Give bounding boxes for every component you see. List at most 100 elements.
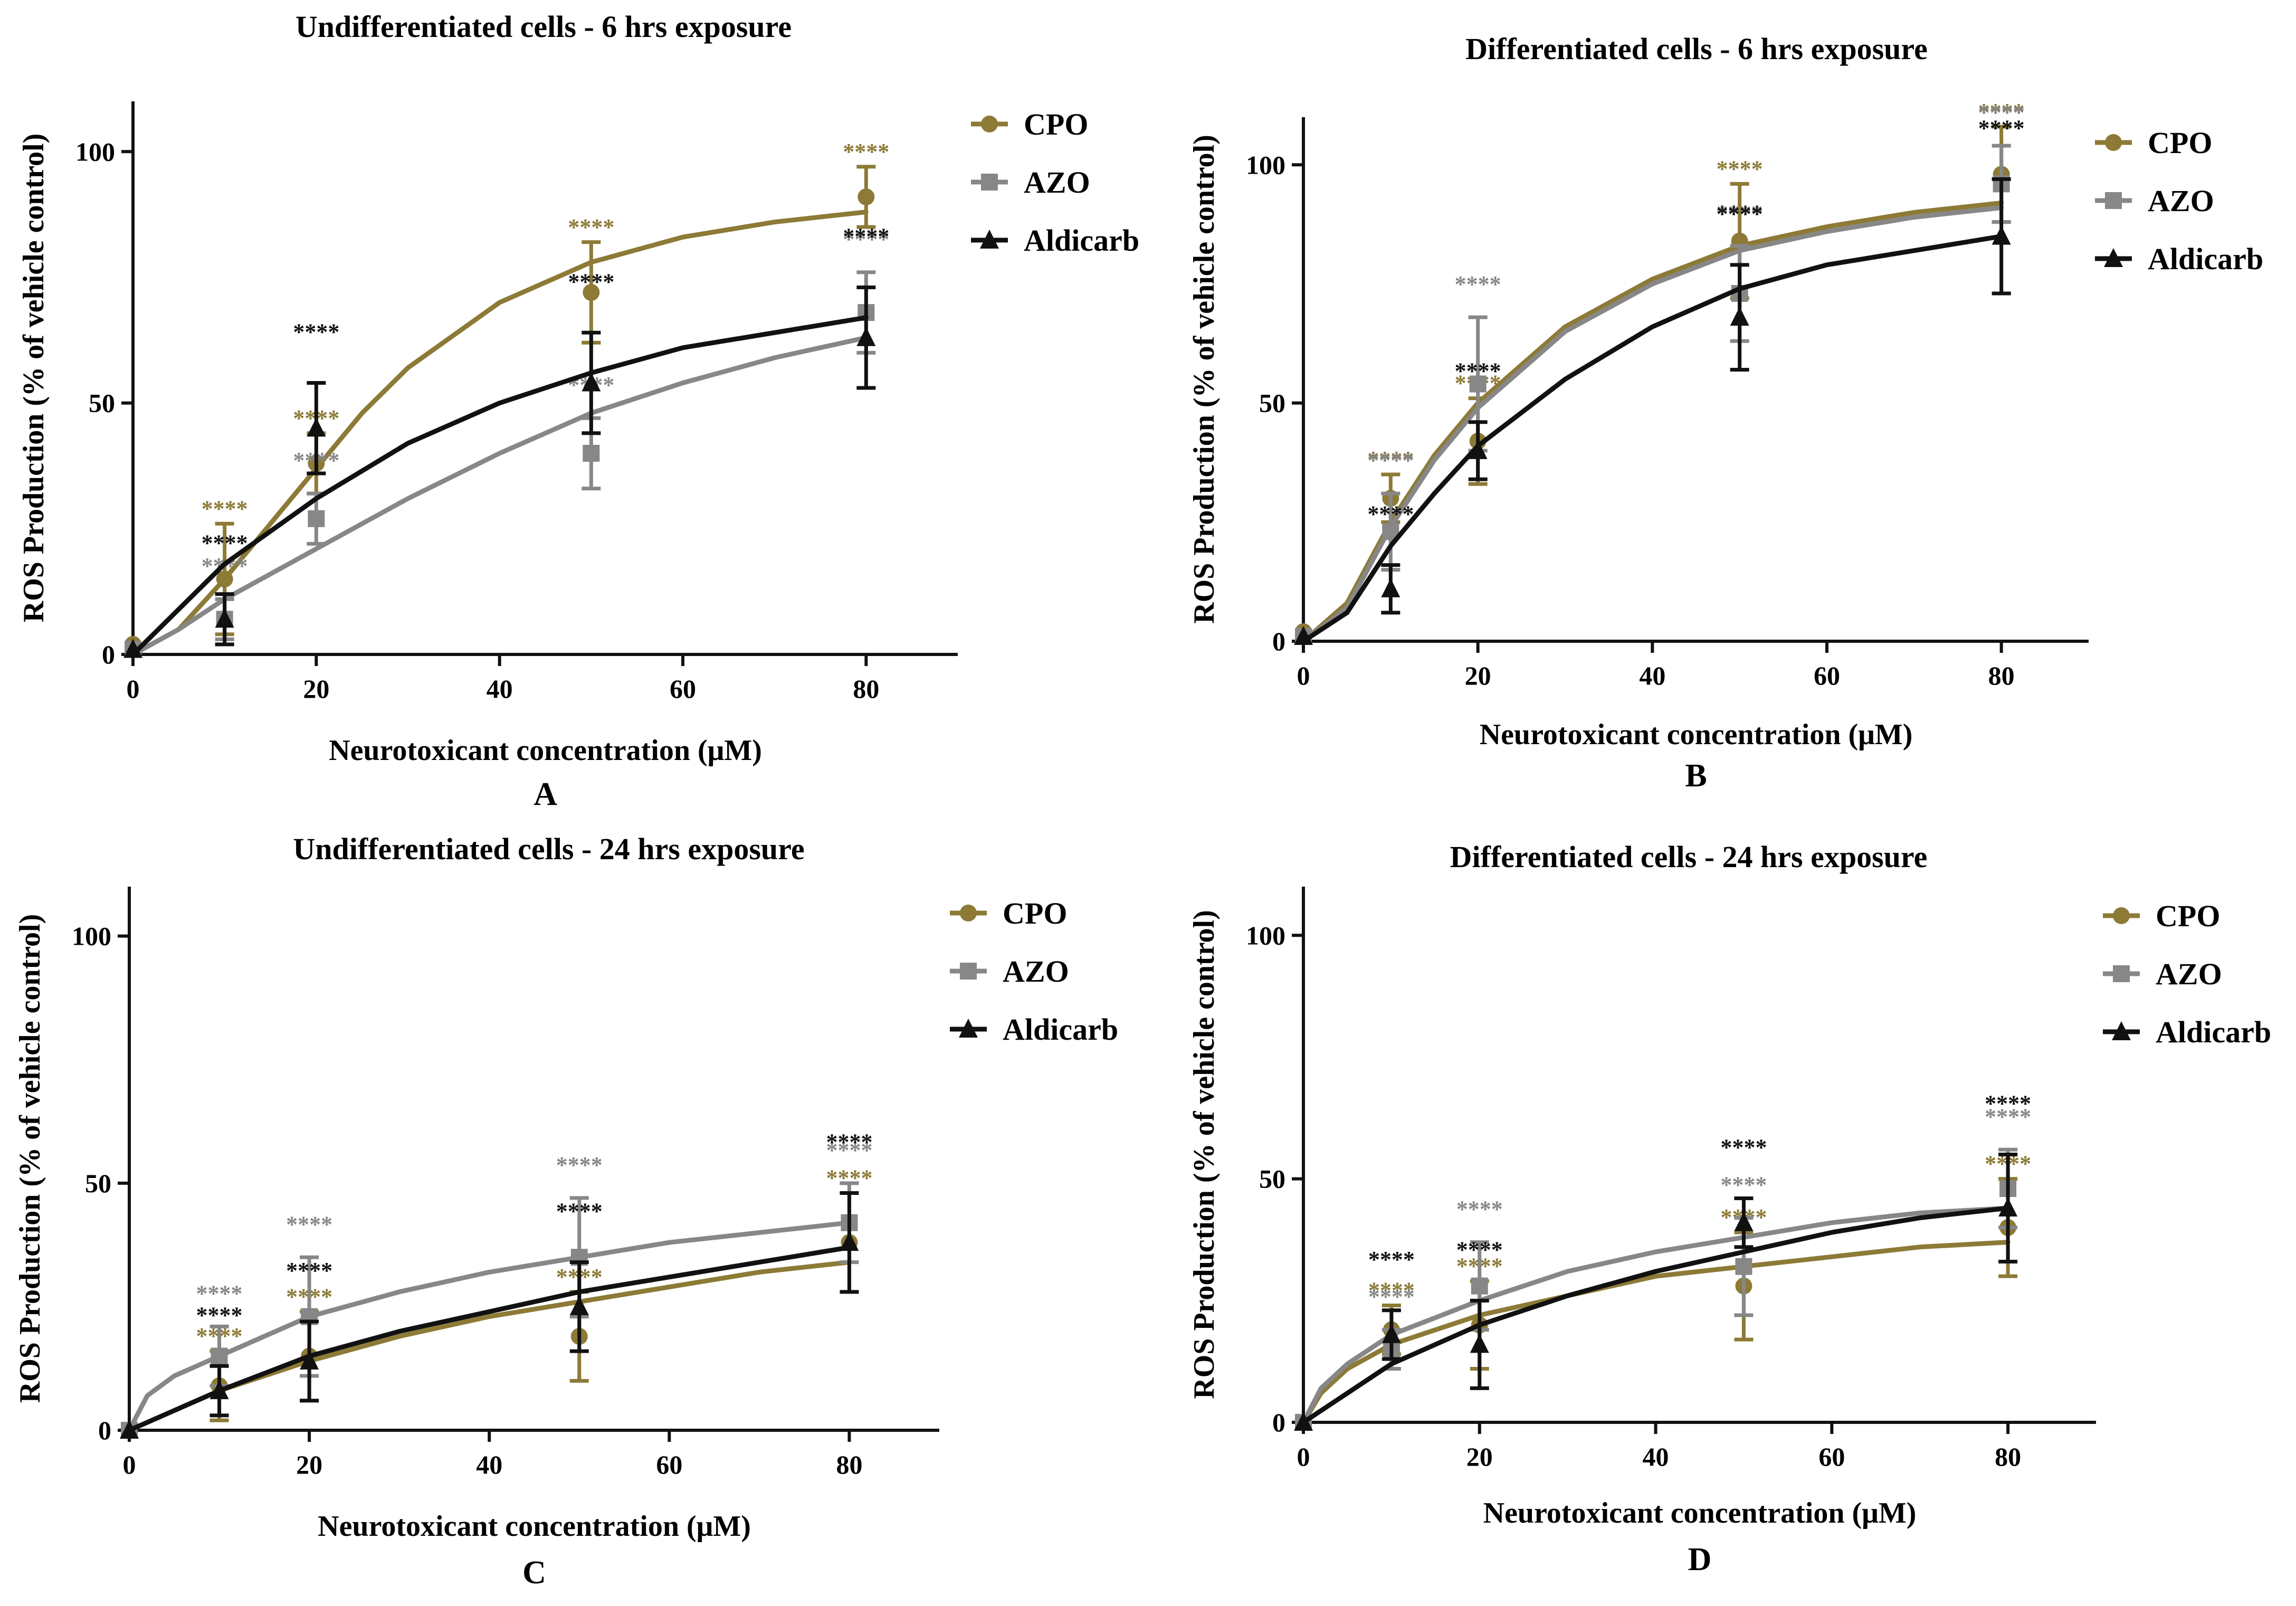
chart-title: Undifferentiated cells - 24 hrs exposure xyxy=(293,832,804,866)
x-tick-label: 80 xyxy=(1995,1442,2021,1471)
data-point xyxy=(211,1347,228,1365)
data-point xyxy=(1471,1277,1488,1295)
panel-letter: D xyxy=(1688,1542,1712,1578)
y-tick-label: 50 xyxy=(85,1168,111,1198)
series-azo: **************** xyxy=(1295,1104,2031,1431)
x-tick-label: 80 xyxy=(853,674,879,704)
legend-item-azo: AZO xyxy=(950,954,1069,989)
legend-item-azo: AZO xyxy=(2103,957,2222,991)
x-tick-label: 0 xyxy=(123,1450,136,1479)
y-tick-label: 0 xyxy=(1272,626,1285,656)
data-point xyxy=(120,1420,139,1439)
fit-curve xyxy=(1301,201,2004,644)
significance-label: **** xyxy=(843,226,889,252)
x-tick-label: 40 xyxy=(1639,661,1665,690)
legend-item-cpo: CPO xyxy=(971,107,1088,141)
significance-label: **** xyxy=(556,1199,603,1224)
data-point xyxy=(1734,1212,1754,1231)
y-tick-label: 0 xyxy=(1272,1408,1285,1437)
data-point xyxy=(840,1232,859,1251)
x-axis-label: Neurotoxicant concentration (μM) xyxy=(1480,718,1913,751)
fit-curve xyxy=(127,1220,852,1433)
data-point xyxy=(583,284,600,301)
significance-label: **** xyxy=(1368,1284,1415,1310)
legend-marker xyxy=(2105,134,2122,151)
y-tick-label: 50 xyxy=(1259,388,1285,418)
x-tick-label: 20 xyxy=(296,1450,322,1479)
fit-curve xyxy=(1301,1205,2011,1425)
legend-item-aldicarb: Aldicarb xyxy=(950,1012,1118,1047)
chart-panel-c: Undifferentiated cells - 24 hrs exposure… xyxy=(14,832,1118,1591)
significance-label: **** xyxy=(843,224,889,250)
legend-marker xyxy=(981,116,998,132)
legend-label: CPO xyxy=(2156,899,2220,933)
significance-label: **** xyxy=(1717,156,1763,182)
x-axis-label: Neurotoxicant concentration (μM) xyxy=(329,734,762,767)
significance-label: **** xyxy=(286,1211,332,1237)
series-azo: **** **** **** **** xyxy=(1295,100,2025,645)
legend-label: CPO xyxy=(2148,126,2212,160)
significance-label: **** xyxy=(202,496,248,521)
x-tick-label: 20 xyxy=(303,674,329,704)
data-point xyxy=(215,609,234,628)
x-tick-label: 80 xyxy=(1988,661,2015,690)
significance-label: **** xyxy=(1985,1091,2031,1117)
legend-item-aldicarb: Aldicarb xyxy=(2095,242,2263,276)
x-tick-label: 40 xyxy=(476,1450,502,1479)
data-point xyxy=(300,1350,319,1370)
x-tick-label: 60 xyxy=(656,1450,682,1479)
data-point xyxy=(582,372,601,392)
significance-label: **** xyxy=(1368,1278,1415,1304)
data-point xyxy=(1992,225,2011,245)
x-axis-label: Neurotoxicant concentration (μM) xyxy=(1483,1497,1917,1529)
legend-marker xyxy=(980,230,999,249)
significance-label: **** xyxy=(286,1258,332,1284)
x-tick-label: 0 xyxy=(127,674,140,704)
x-tick-label: 20 xyxy=(1466,1442,1493,1471)
x-tick-label: 60 xyxy=(1818,1442,1845,1471)
series-aldicarb: **************** xyxy=(123,224,889,658)
legend-label: Aldicarb xyxy=(1003,1012,1118,1047)
legend-item-cpo: CPO xyxy=(2095,126,2212,160)
y-tick-label: 50 xyxy=(1259,1164,1285,1194)
chart-title: Differentiated cells - 24 hrs exposure xyxy=(1450,840,1928,874)
x-tick-label: 20 xyxy=(1465,661,1491,690)
significance-label: **** xyxy=(1367,446,1414,472)
data-point xyxy=(1469,375,1487,393)
panel-letter: A xyxy=(533,776,557,812)
chart-panel-a: Undifferentiated cells - 6 hrs exposure 0… xyxy=(17,9,1139,812)
data-point xyxy=(216,571,233,588)
legend-label: AZO xyxy=(1024,165,1090,199)
significance-label: **** xyxy=(293,319,339,345)
significance-label: **** xyxy=(1978,100,2025,126)
data-point xyxy=(308,510,325,527)
y-axis-label: ROS Production (% of vehicle control) xyxy=(17,134,50,623)
legend-item-aldicarb: Aldicarb xyxy=(2103,1015,2271,1049)
x-tick-label: 40 xyxy=(1643,1442,1669,1471)
significance-label: **** xyxy=(1717,201,1763,227)
series-azo: **************** xyxy=(125,226,889,658)
legend-marker xyxy=(981,174,998,191)
significance-label: **** xyxy=(826,1129,872,1155)
data-point xyxy=(1294,1412,1313,1431)
significance-label: **** xyxy=(196,1302,243,1328)
legend-marker xyxy=(2104,248,2123,267)
data-point xyxy=(1382,1324,1401,1343)
legend-marker xyxy=(2113,965,2130,982)
significance-label: **** xyxy=(1978,99,2025,125)
significance-label: **** xyxy=(1720,1172,1767,1198)
y-tick-label: 100 xyxy=(1246,150,1285,179)
data-point xyxy=(858,188,875,206)
significance-label: **** xyxy=(843,139,889,165)
data-point xyxy=(1381,578,1401,597)
legend-item-cpo: CPO xyxy=(950,896,1067,930)
data-point xyxy=(1998,1198,2018,1217)
y-tick-label: 0 xyxy=(102,640,115,669)
data-point xyxy=(1294,625,1313,645)
series-aldicarb: **************** xyxy=(1294,1091,2031,1431)
legend-item-cpo: CPO xyxy=(2103,899,2220,933)
panel-letter: C xyxy=(522,1555,546,1591)
fit-curve xyxy=(1301,205,2004,644)
